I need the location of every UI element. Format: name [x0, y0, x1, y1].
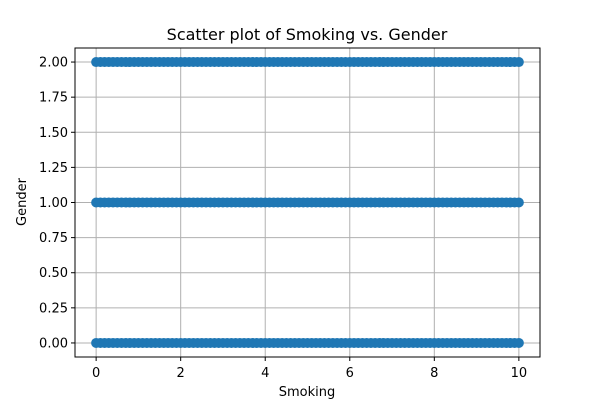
x-tick-label: 4: [261, 366, 269, 381]
y-axis-ticks: 0.00 0.25 0.50 0.75 1.00 1.25 1.50 1.75 2.00: [39, 56, 75, 351]
y-tick-label: 0.00: [39, 336, 68, 351]
y-tick-label: 1.25: [39, 161, 68, 176]
y-axis-label: Gender: [15, 177, 30, 226]
x-tick-label: 0: [92, 366, 100, 381]
y-tick-label: 2.00: [39, 56, 68, 71]
x-tick-label: 6: [346, 366, 354, 381]
y-tick-label: 0.50: [39, 266, 68, 281]
x-axis-ticks: 0 2 4 6 8 10: [92, 357, 527, 381]
x-tick-label: 2: [177, 366, 185, 381]
x-axis-label: Smoking: [279, 385, 336, 400]
scatter-points: [91, 57, 524, 348]
chart-title: Scatter plot of Smoking vs. Gender: [167, 25, 448, 44]
x-tick-label: 8: [430, 366, 438, 381]
y-tick-label: 1.00: [39, 196, 68, 211]
scatter-point: [513, 57, 524, 68]
y-tick-label: 0.75: [39, 231, 68, 246]
x-tick-label: 10: [511, 366, 528, 381]
y-tick-label: 0.25: [39, 301, 68, 316]
scatter-point: [513, 337, 524, 348]
y-tick-label: 1.75: [39, 91, 68, 106]
y-tick-label: 1.50: [39, 126, 68, 141]
scatter-point: [513, 197, 524, 208]
